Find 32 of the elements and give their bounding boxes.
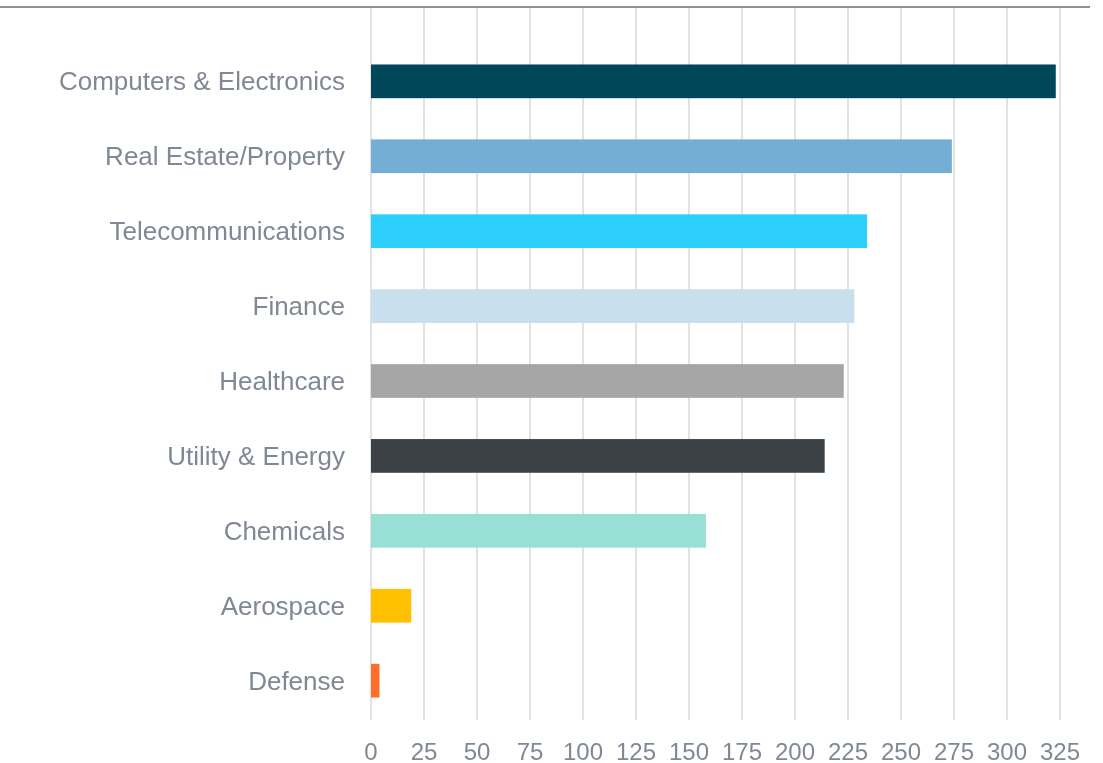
x-tick-label: 175	[721, 738, 763, 763]
x-tick-label: 50	[463, 738, 491, 763]
y-tick-label: Telecommunications	[109, 216, 345, 247]
x-tick-label: 225	[827, 738, 869, 763]
x-tick-label: 0	[364, 738, 378, 763]
y-tick-label: Utility & Energy	[167, 441, 345, 472]
y-tick-label: Finance	[252, 291, 345, 322]
x-tick-label: 100	[562, 738, 604, 763]
bar	[371, 663, 380, 698]
y-tick-label: Healthcare	[219, 366, 345, 397]
x-tick-label: 200	[774, 738, 816, 763]
x-tick-label: 325	[1039, 738, 1081, 763]
y-tick-label: Defense	[248, 665, 345, 696]
x-tick-label: 150	[668, 738, 710, 763]
y-tick-label: Computers & Electronics	[58, 66, 345, 97]
bar	[371, 439, 825, 473]
bar	[371, 214, 868, 249]
y-tick-label: Chemicals	[223, 515, 345, 546]
bar	[371, 289, 855, 323]
bar	[371, 64, 1056, 99]
bar	[371, 588, 412, 623]
x-tick-label: 125	[615, 738, 657, 763]
x-tick-label: 75	[516, 738, 544, 763]
bar	[371, 139, 952, 174]
x-tick-label: 25	[410, 738, 438, 763]
x-tick-label: 300	[986, 738, 1028, 763]
x-tick-label: 275	[933, 738, 975, 763]
x-tick-label: 250	[880, 738, 922, 763]
y-tick-label: Aerospace	[220, 590, 345, 621]
y-tick-label: Real Estate/Property	[105, 141, 345, 172]
bar	[371, 364, 844, 398]
bar	[371, 513, 706, 548]
